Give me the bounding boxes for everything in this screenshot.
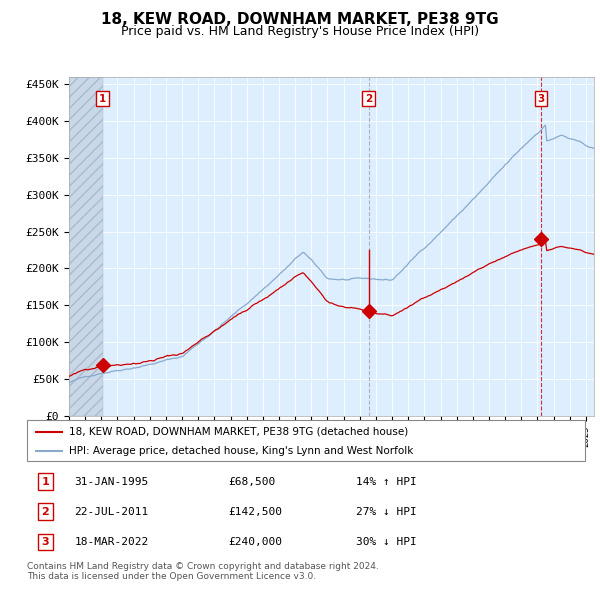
Text: 2: 2 — [365, 94, 372, 104]
Text: Price paid vs. HM Land Registry's House Price Index (HPI): Price paid vs. HM Land Registry's House … — [121, 25, 479, 38]
Text: £68,500: £68,500 — [228, 477, 275, 487]
Text: HPI: Average price, detached house, King's Lynn and West Norfolk: HPI: Average price, detached house, King… — [69, 446, 413, 456]
Text: 18-MAR-2022: 18-MAR-2022 — [74, 537, 149, 547]
Text: Contains HM Land Registry data © Crown copyright and database right 2024.
This d: Contains HM Land Registry data © Crown c… — [27, 562, 379, 581]
Text: 3: 3 — [537, 94, 544, 104]
Text: 1: 1 — [99, 94, 106, 104]
Bar — [69, 77, 103, 416]
Text: £240,000: £240,000 — [228, 537, 282, 547]
Text: 31-JAN-1995: 31-JAN-1995 — [74, 477, 149, 487]
Text: 30% ↓ HPI: 30% ↓ HPI — [356, 537, 417, 547]
Text: 2: 2 — [41, 507, 49, 517]
Text: 27% ↓ HPI: 27% ↓ HPI — [356, 507, 417, 517]
Text: 14% ↑ HPI: 14% ↑ HPI — [356, 477, 417, 487]
Bar — [69, 77, 103, 416]
FancyBboxPatch shape — [27, 420, 585, 461]
Text: 1: 1 — [41, 477, 49, 487]
Text: £142,500: £142,500 — [228, 507, 282, 517]
Text: 18, KEW ROAD, DOWNHAM MARKET, PE38 9TG: 18, KEW ROAD, DOWNHAM MARKET, PE38 9TG — [101, 12, 499, 27]
Text: 3: 3 — [41, 537, 49, 547]
Text: 22-JUL-2011: 22-JUL-2011 — [74, 507, 149, 517]
Text: 18, KEW ROAD, DOWNHAM MARKET, PE38 9TG (detached house): 18, KEW ROAD, DOWNHAM MARKET, PE38 9TG (… — [69, 427, 408, 437]
